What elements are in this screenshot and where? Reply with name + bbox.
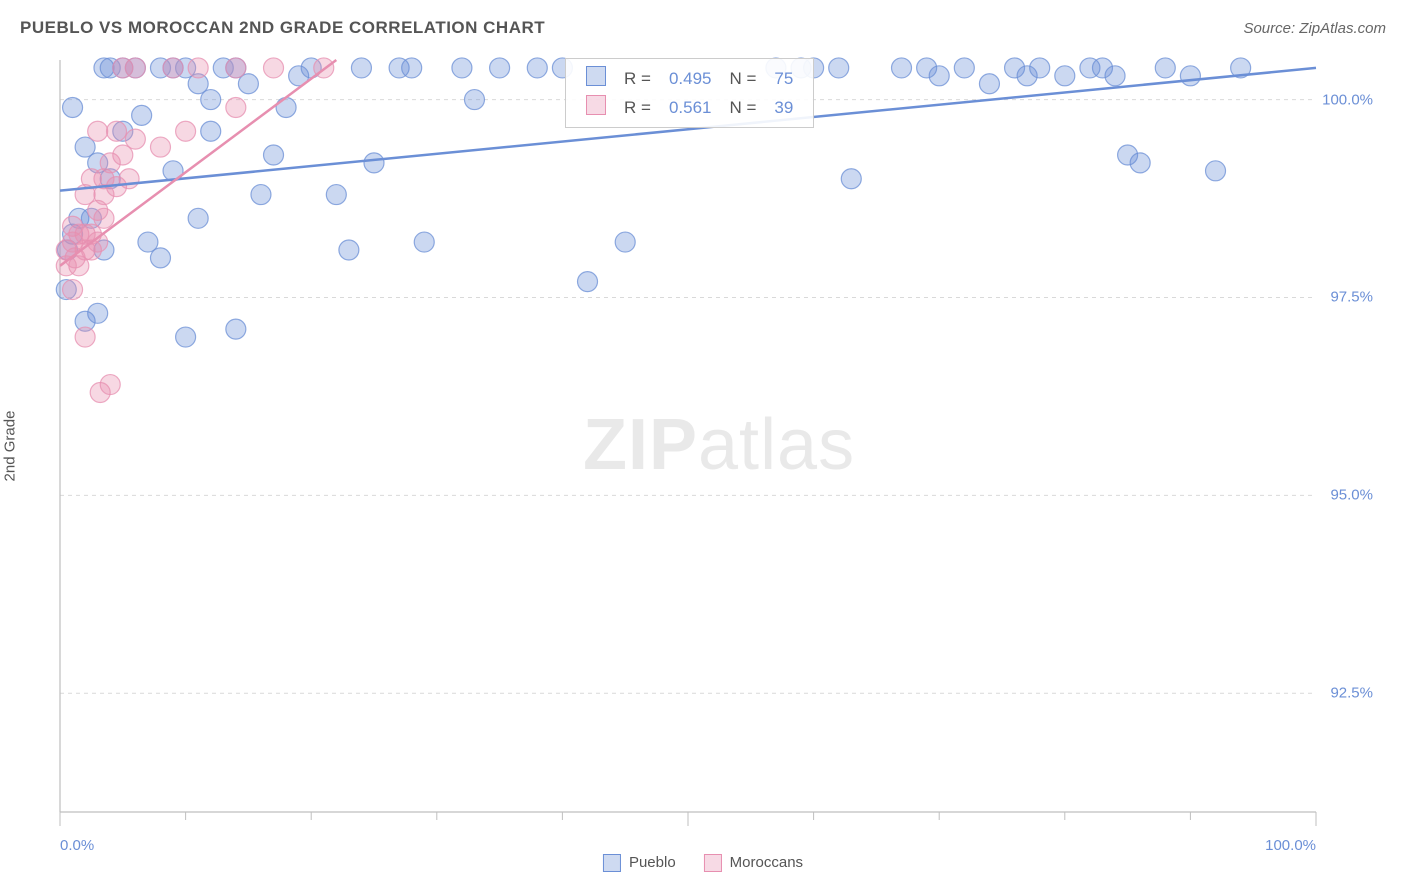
data-point bbox=[578, 272, 598, 292]
data-point bbox=[226, 58, 246, 78]
data-point bbox=[1105, 66, 1125, 86]
data-point bbox=[829, 58, 849, 78]
correlation-stats-legend: R = 0.495 N = 75 R = 0.561 N = 39 bbox=[565, 58, 814, 128]
data-point bbox=[63, 97, 83, 117]
data-point bbox=[264, 145, 284, 165]
data-point bbox=[226, 97, 246, 117]
scatter-plot-svg bbox=[55, 55, 1391, 832]
x-tick-label: 0.0% bbox=[60, 837, 94, 854]
data-point bbox=[251, 185, 271, 205]
data-point bbox=[188, 58, 208, 78]
data-point bbox=[125, 58, 145, 78]
data-point bbox=[1055, 66, 1075, 86]
data-point bbox=[150, 137, 170, 157]
data-point bbox=[107, 121, 127, 141]
source-label: Source: ZipAtlas.com bbox=[1243, 20, 1386, 37]
data-point bbox=[276, 97, 296, 117]
data-point bbox=[364, 153, 384, 173]
data-point bbox=[527, 58, 547, 78]
data-point bbox=[351, 58, 371, 78]
x-tick-label: 100.0% bbox=[1265, 837, 1316, 854]
series-legend: Pueblo Moroccans bbox=[603, 854, 803, 872]
data-point bbox=[929, 66, 949, 86]
data-point bbox=[201, 90, 221, 110]
data-point bbox=[176, 121, 196, 141]
data-point bbox=[954, 58, 974, 78]
legend-item: Moroccans bbox=[704, 854, 803, 872]
data-point bbox=[1130, 153, 1150, 173]
y-tick-label: 92.5% bbox=[1330, 685, 1373, 702]
data-point bbox=[490, 58, 510, 78]
y-tick-label: 97.5% bbox=[1330, 289, 1373, 306]
data-point bbox=[100, 375, 120, 395]
chart-title: PUEBLO VS MOROCCAN 2ND GRADE CORRELATION… bbox=[20, 18, 545, 38]
data-point bbox=[1155, 58, 1175, 78]
data-point bbox=[1206, 161, 1226, 181]
y-tick-label: 100.0% bbox=[1322, 91, 1373, 108]
data-point bbox=[339, 240, 359, 260]
data-point bbox=[1030, 58, 1050, 78]
data-point bbox=[201, 121, 221, 141]
data-point bbox=[264, 58, 284, 78]
data-point bbox=[979, 74, 999, 94]
data-point bbox=[125, 129, 145, 149]
data-point bbox=[226, 319, 246, 339]
data-point bbox=[176, 327, 196, 347]
chart-area: ZIPatlas 92.5%95.0%97.5%100.0% bbox=[55, 55, 1391, 832]
data-point bbox=[63, 280, 83, 300]
y-tick-label: 95.0% bbox=[1330, 487, 1373, 504]
data-point bbox=[615, 232, 635, 252]
data-point bbox=[94, 208, 114, 228]
data-point bbox=[150, 248, 170, 268]
data-point bbox=[75, 327, 95, 347]
data-point bbox=[452, 58, 472, 78]
data-point bbox=[892, 58, 912, 78]
data-point bbox=[464, 90, 484, 110]
legend-item: Pueblo bbox=[603, 854, 676, 872]
data-point bbox=[88, 303, 108, 323]
data-point bbox=[132, 105, 152, 125]
data-point bbox=[841, 169, 861, 189]
data-point bbox=[326, 185, 346, 205]
data-point bbox=[402, 58, 422, 78]
data-point bbox=[163, 58, 183, 78]
data-point bbox=[188, 208, 208, 228]
data-point bbox=[88, 121, 108, 141]
data-point bbox=[1180, 66, 1200, 86]
y-axis-label: 2nd Grade bbox=[2, 411, 19, 482]
data-point bbox=[414, 232, 434, 252]
